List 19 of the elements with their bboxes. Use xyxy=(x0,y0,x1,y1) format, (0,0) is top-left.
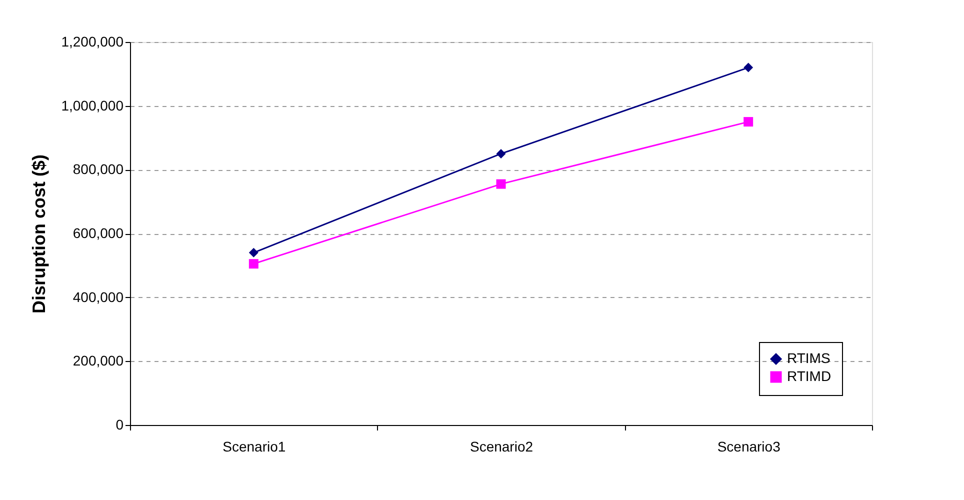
y-tick-label: 0 xyxy=(116,416,124,432)
point xyxy=(744,117,754,127)
y-axis-title: Disruption cost ($) xyxy=(29,154,50,314)
y-tick-label: 200,000 xyxy=(72,352,124,369)
point xyxy=(248,248,258,258)
y-tick-label: 1,200,000 xyxy=(61,34,124,50)
y-tick-label: 1,000,000 xyxy=(61,97,124,114)
point xyxy=(496,179,506,189)
legend-label: RTIMD xyxy=(787,368,832,384)
y-tick-label: 600,000 xyxy=(72,225,124,241)
legend-label: RTIMS xyxy=(787,350,830,366)
x-tick-label: Scenario3 xyxy=(717,438,781,454)
x-tick-label: Scenario2 xyxy=(470,438,534,454)
point xyxy=(496,148,506,158)
y-tick-label: 800,000 xyxy=(72,161,124,178)
y-tick-label: 400,000 xyxy=(72,288,124,305)
point xyxy=(744,62,754,72)
point xyxy=(248,259,258,269)
x-tick-label: Scenario1 xyxy=(222,438,286,454)
